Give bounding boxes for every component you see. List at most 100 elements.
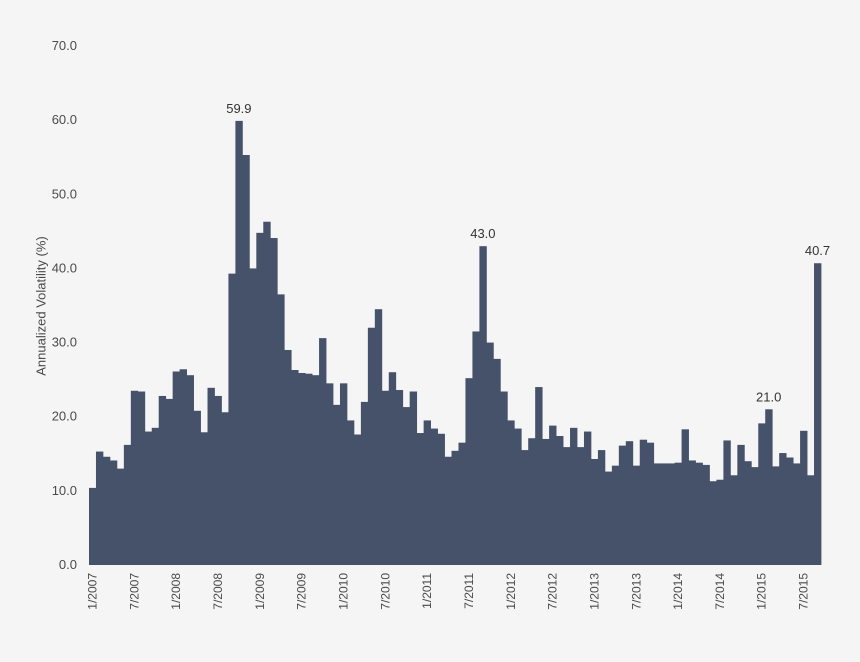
x-tick-label: 7/2009 bbox=[295, 573, 309, 610]
bar bbox=[688, 460, 696, 565]
bar bbox=[730, 475, 738, 565]
y-tick-label: 40.0 bbox=[52, 260, 77, 275]
data-labels: 59.9 43.0 21.0 40.7 bbox=[226, 101, 830, 404]
bar bbox=[465, 378, 473, 565]
data-label: 21.0 bbox=[756, 389, 781, 404]
bars bbox=[89, 120, 822, 566]
bar bbox=[298, 372, 306, 565]
bar bbox=[472, 331, 480, 565]
bar bbox=[549, 425, 557, 565]
y-tick-label: 60.0 bbox=[52, 112, 77, 127]
bar bbox=[130, 390, 139, 565]
x-tick-label: 7/2015 bbox=[797, 573, 811, 610]
bar bbox=[639, 439, 648, 565]
x-tick-label: 1/2009 bbox=[253, 573, 267, 610]
bar bbox=[388, 372, 397, 565]
bar bbox=[333, 404, 341, 565]
bar bbox=[514, 428, 522, 565]
bar bbox=[116, 468, 125, 565]
bar bbox=[479, 246, 487, 565]
bar bbox=[737, 444, 745, 565]
data-label: 43.0 bbox=[470, 226, 495, 241]
bar bbox=[381, 390, 390, 565]
bar bbox=[646, 442, 655, 565]
bar bbox=[528, 438, 536, 565]
bar bbox=[653, 463, 662, 565]
bar bbox=[632, 465, 641, 565]
bar bbox=[158, 395, 167, 565]
x-tick-label: 7/2011 bbox=[462, 573, 476, 609]
bar bbox=[228, 273, 236, 565]
bar bbox=[597, 450, 606, 565]
bar bbox=[577, 447, 585, 565]
data-label: 40.7 bbox=[805, 243, 830, 258]
bar bbox=[263, 221, 271, 565]
bar bbox=[667, 463, 675, 565]
bar bbox=[709, 481, 717, 565]
bar bbox=[583, 431, 592, 565]
x-tick-label: 7/2014 bbox=[713, 573, 727, 610]
bar bbox=[570, 427, 578, 565]
bar bbox=[200, 432, 208, 565]
bar bbox=[674, 462, 682, 565]
bar bbox=[151, 427, 160, 565]
bar bbox=[535, 387, 543, 565]
bar bbox=[109, 460, 118, 565]
y-tick-label: 50.0 bbox=[52, 186, 77, 201]
bar bbox=[430, 428, 438, 565]
bar bbox=[486, 342, 494, 565]
bar bbox=[507, 420, 515, 565]
bar bbox=[444, 456, 452, 565]
bar bbox=[319, 338, 327, 565]
bar bbox=[437, 433, 445, 565]
bar bbox=[416, 433, 425, 565]
bar bbox=[458, 442, 466, 565]
bar bbox=[556, 435, 564, 565]
x-tick-label: 1/2007 bbox=[85, 573, 99, 610]
bar bbox=[702, 464, 710, 565]
bar bbox=[291, 370, 299, 565]
bar bbox=[660, 463, 669, 565]
bar bbox=[235, 120, 243, 566]
bar bbox=[172, 371, 181, 565]
bar bbox=[758, 423, 766, 565]
bar bbox=[451, 450, 459, 565]
y-axis-label: Annualized Volatility (%) bbox=[33, 236, 48, 375]
bar bbox=[179, 369, 187, 565]
x-tick-label: 7/2012 bbox=[546, 573, 560, 610]
bar bbox=[123, 444, 132, 565]
x-tick-label: 7/2010 bbox=[378, 573, 392, 610]
bar bbox=[800, 430, 808, 565]
bar bbox=[95, 451, 104, 565]
bar bbox=[89, 487, 97, 565]
bar bbox=[305, 373, 313, 565]
bar bbox=[409, 391, 418, 565]
bar bbox=[793, 463, 801, 565]
bar bbox=[604, 471, 613, 565]
bar bbox=[326, 383, 334, 565]
bar bbox=[249, 268, 257, 565]
bar bbox=[339, 383, 348, 565]
bar bbox=[751, 467, 759, 565]
bar bbox=[779, 453, 787, 565]
bar bbox=[807, 475, 815, 565]
bar bbox=[367, 327, 376, 565]
bar bbox=[814, 263, 822, 565]
x-tick-label: 7/2007 bbox=[127, 573, 141, 610]
bar bbox=[423, 420, 431, 565]
bar bbox=[695, 462, 703, 565]
bar bbox=[144, 431, 153, 565]
data-label: 59.9 bbox=[226, 101, 251, 116]
bar bbox=[277, 294, 285, 565]
bar bbox=[521, 450, 529, 565]
bar bbox=[744, 461, 752, 565]
bar bbox=[625, 441, 634, 565]
bar bbox=[256, 232, 264, 565]
bar bbox=[563, 447, 571, 565]
bar bbox=[207, 387, 215, 565]
bar bbox=[772, 466, 780, 565]
bar bbox=[374, 309, 383, 565]
bar bbox=[353, 434, 362, 565]
y-tick-label: 20.0 bbox=[52, 409, 77, 424]
